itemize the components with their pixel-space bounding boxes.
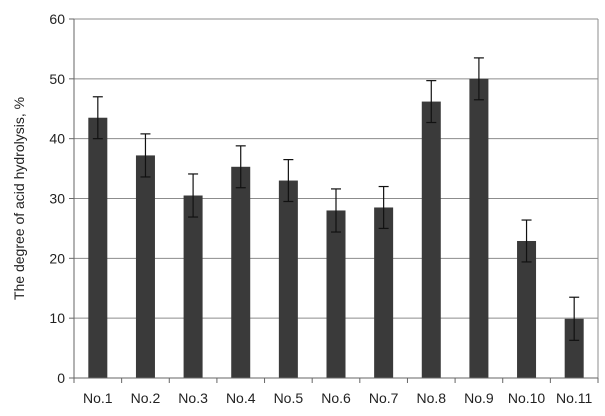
x-tick-labels: No.1 No.2 No.3 No.4 No.5 No.6 No.7 No.8 No.9 No.1… <box>83 390 593 406</box>
bar <box>469 78 489 378</box>
y-tick-label: 40 <box>49 131 65 147</box>
bar <box>326 210 346 378</box>
x-tick-label: No.1 <box>83 390 113 406</box>
x-tick-label: No.11 <box>556 390 593 406</box>
bar <box>88 117 108 378</box>
y-tick-labels: 0 10 20 30 40 50 60 <box>49 11 65 386</box>
y-tick-label: 30 <box>49 191 65 207</box>
y-axis-label: The degree of acid hydrolysis, % <box>11 97 27 300</box>
y-tick-label: 0 <box>57 370 65 386</box>
bar <box>278 180 298 378</box>
x-tick-label: No.10 <box>508 390 546 406</box>
y-tick-label: 10 <box>49 310 65 326</box>
axes <box>69 18 599 383</box>
x-tick-label: No.2 <box>131 390 161 406</box>
bar <box>231 166 251 378</box>
y-tick-label: 50 <box>49 71 65 87</box>
bar <box>135 155 155 378</box>
x-tick-label: No.3 <box>178 390 208 406</box>
y-tick-label: 60 <box>49 11 65 27</box>
error-bars <box>92 57 580 341</box>
bar <box>564 318 584 378</box>
bar <box>374 207 394 378</box>
bar <box>421 101 441 378</box>
x-tick-label: No.6 <box>321 390 351 406</box>
bars <box>88 78 584 378</box>
x-tick-label: No.4 <box>226 390 256 406</box>
x-tick-label: No.8 <box>416 390 446 406</box>
bar <box>517 240 537 378</box>
bar <box>183 195 203 378</box>
x-tick-label: No.5 <box>274 390 304 406</box>
y-tick-label: 20 <box>49 250 65 266</box>
x-tick-label: No.9 <box>464 390 494 406</box>
x-tick-label: No.7 <box>369 390 399 406</box>
